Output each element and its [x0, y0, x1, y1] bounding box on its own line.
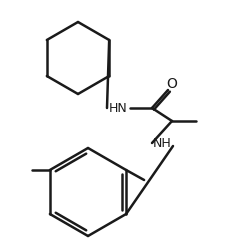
Text: HN: HN [108, 102, 127, 115]
Text: O: O [166, 77, 177, 91]
Text: NH: NH [152, 136, 171, 149]
